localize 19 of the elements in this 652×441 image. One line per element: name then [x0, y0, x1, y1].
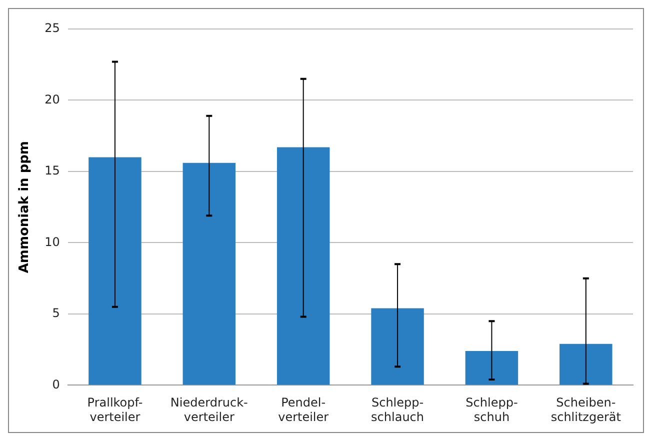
bar	[88, 157, 142, 385]
bar	[371, 308, 424, 385]
bar	[276, 147, 330, 385]
x-tick-label: Scheiben- schlitzgerät	[550, 396, 622, 424]
y-axis-title: Ammoniak in ppm	[17, 141, 32, 274]
bar	[560, 344, 612, 385]
y-tick-label: 15	[44, 164, 60, 178]
bar	[182, 162, 236, 385]
x-tick-label: Schlepp- schlauch	[371, 396, 424, 424]
x-tick-label: Prallkopf- verteiler	[87, 396, 143, 424]
y-tick-label: 5	[52, 306, 60, 320]
y-tick-label: 20	[44, 92, 60, 106]
y-tick-label: 25	[44, 21, 60, 36]
x-tick-label: Pendel- verteiler	[278, 396, 329, 424]
y-tick-label: 10	[44, 234, 60, 249]
bar	[465, 351, 518, 385]
x-tick-label: Niederdruck- verteiler	[170, 396, 248, 424]
x-tick-label: Schlepp- schuh	[466, 396, 518, 424]
y-tick-label: 0	[52, 377, 60, 392]
